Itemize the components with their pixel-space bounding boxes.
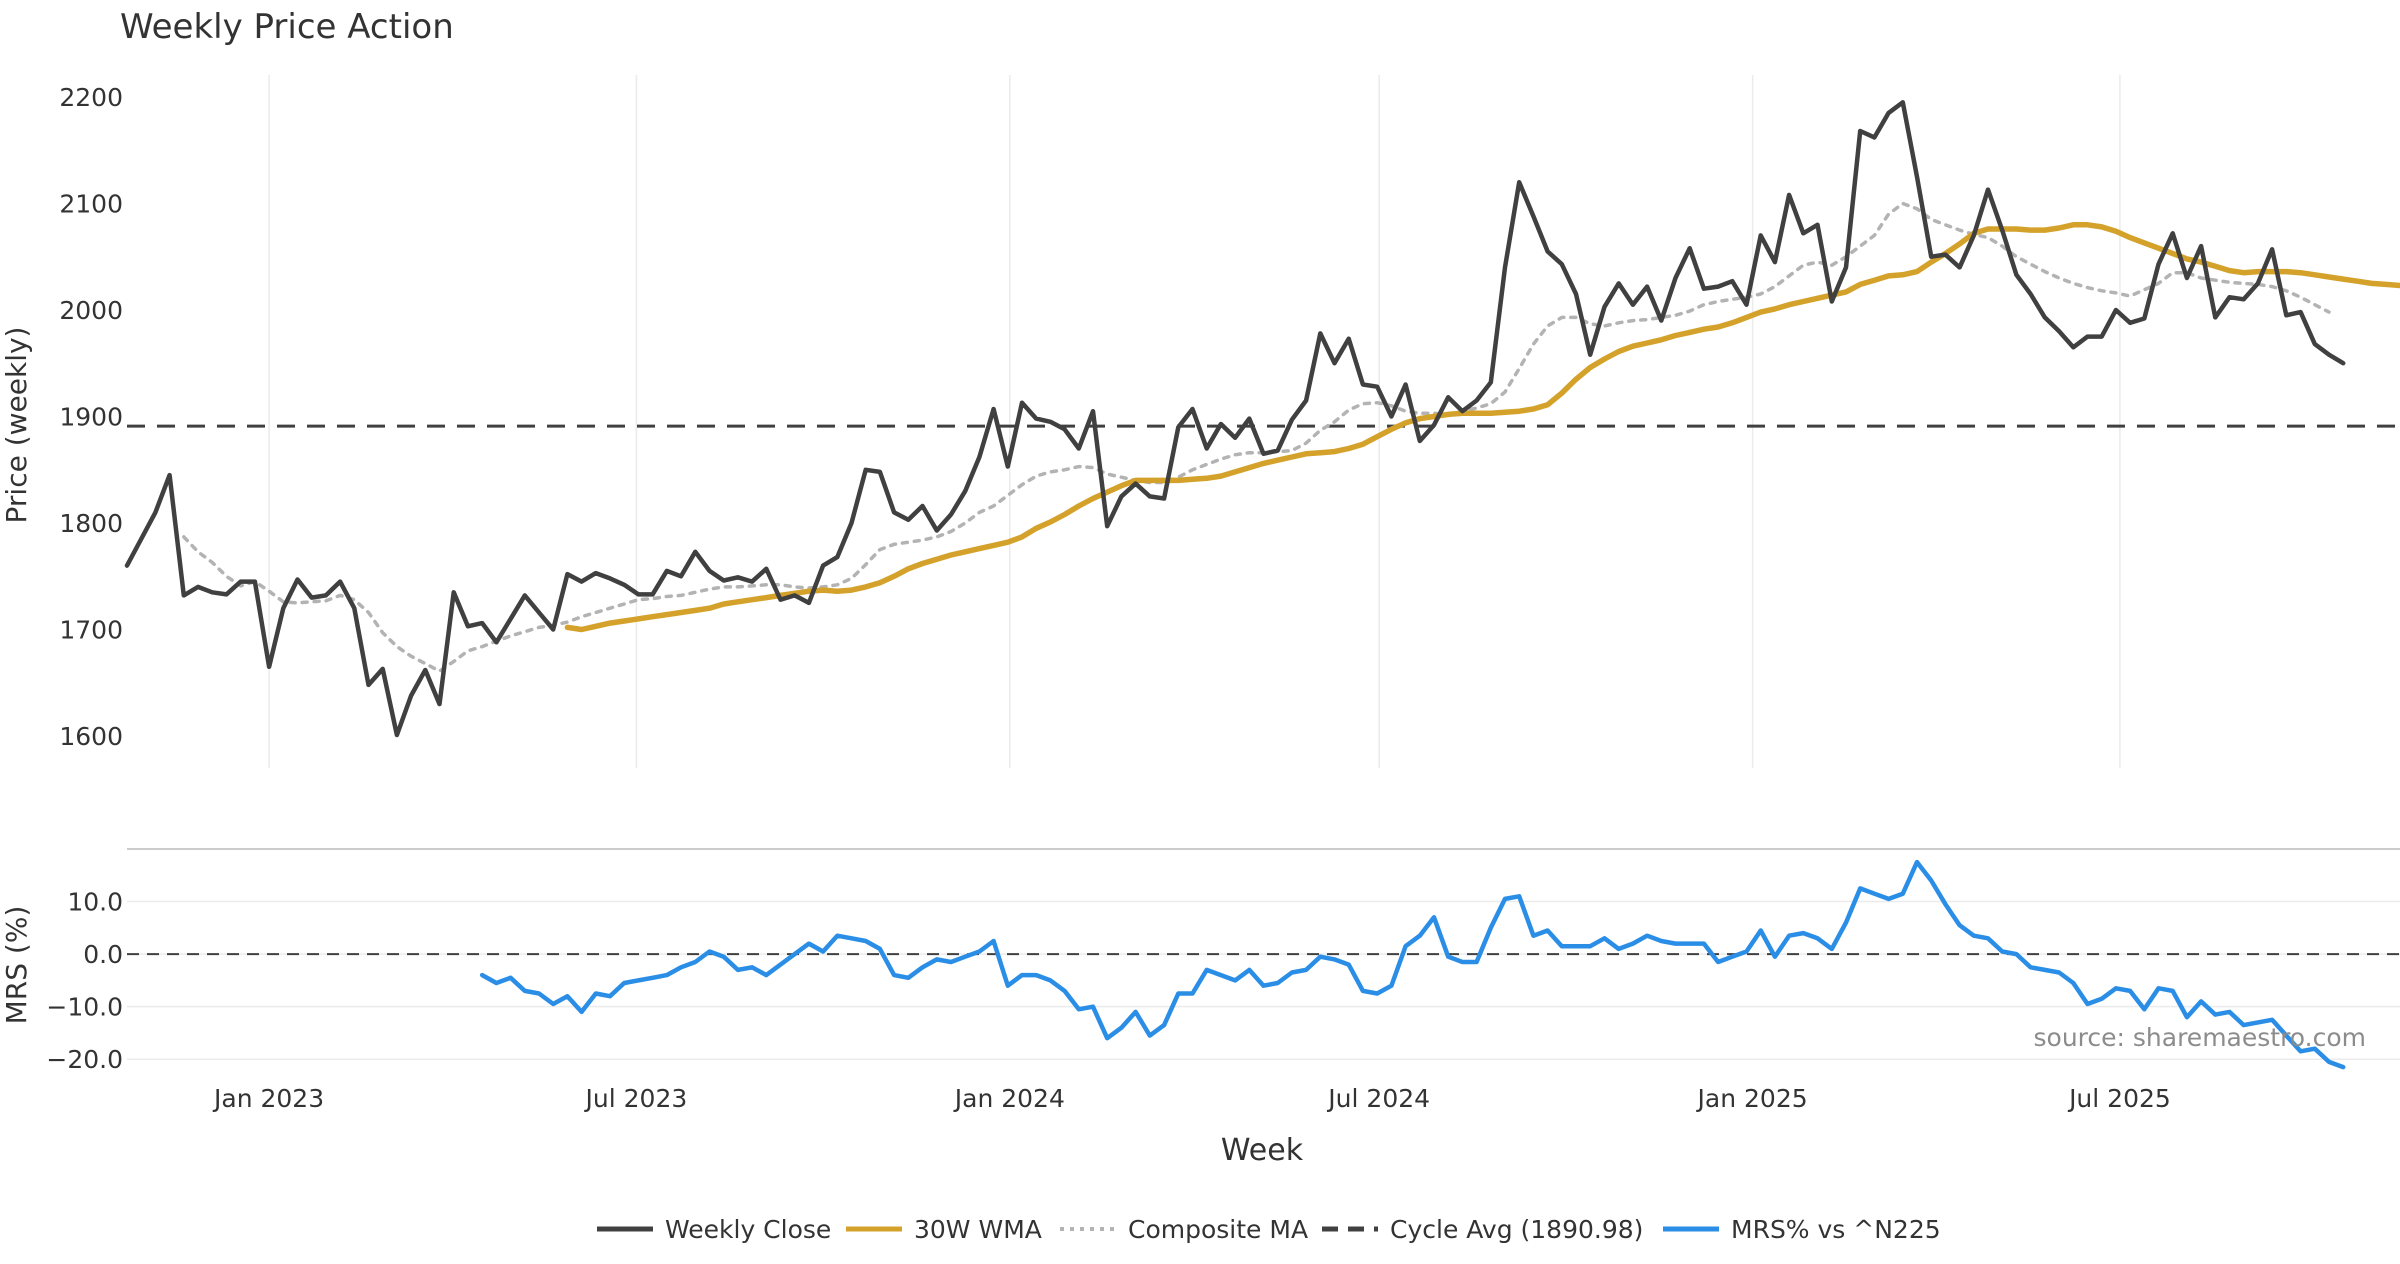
mrs-y-tick-labels: −20.0 −10.0 0.0 10.0 xyxy=(46,888,123,1075)
price-y-tick-label: 2000 xyxy=(59,296,123,325)
series-30w-wma-line xyxy=(564,222,2400,633)
chart-title: Weekly Price Action xyxy=(120,7,454,47)
price-y-tick-label: 1900 xyxy=(59,403,123,432)
price-gridlines xyxy=(268,75,2121,768)
series-mrs-vs-n225-line xyxy=(479,859,2346,1070)
x-tick-label: Jul 2023 xyxy=(584,1084,688,1113)
mrs-y-tick-label: −10.0 xyxy=(46,993,123,1022)
x-tick-label: Jan 2025 xyxy=(1696,1084,1808,1113)
x-tick-label: Jan 2024 xyxy=(953,1084,1065,1113)
legend-label: Cycle Avg (1890.98) xyxy=(1390,1215,1643,1244)
x-tick-label: Jan 2023 xyxy=(212,1084,324,1113)
legend-label: 30W WMA xyxy=(914,1215,1042,1244)
mrs-gridlines xyxy=(127,900,2400,1060)
source-text: source: sharemaestro.com xyxy=(2034,1023,2367,1052)
legend-label: MRS% vs ^N225 xyxy=(1731,1215,1941,1244)
series-layer xyxy=(124,100,2400,1070)
mrs-y-tick-label: −20.0 xyxy=(46,1045,123,1074)
x-tick-label: Jul 2025 xyxy=(2067,1084,2171,1113)
price-y-tick-label: 1700 xyxy=(59,616,123,645)
legend-label: Weekly Close xyxy=(665,1215,831,1244)
mrs-y-axis-label: MRS (%) xyxy=(0,906,33,1025)
price-y-tick-label: 2100 xyxy=(59,189,123,218)
legend-label: Composite MA xyxy=(1128,1215,1308,1244)
x-tick-label: Jul 2024 xyxy=(1326,1084,1430,1113)
x-axis-label: Week xyxy=(1221,1133,1304,1168)
price-y-axis-label: Price (weekly) xyxy=(0,327,33,524)
legend: Weekly Close 30W WMA Composite MA Cycle Avg… xyxy=(597,1215,1941,1244)
mrs-y-tick-label: 10.0 xyxy=(67,888,123,917)
mrs-y-tick-label: 0.0 xyxy=(83,940,123,969)
price-y-tick-label: 2200 xyxy=(59,83,123,112)
x-tick-labels: Jan 2023 Jul 2023 Jan 2024 Jul 2024 Jan 2025… xyxy=(212,1084,2171,1113)
series-weekly-close-line xyxy=(124,100,2346,738)
price-y-tick-labels: 1600 1700 1800 1900 2000 2100 2200 xyxy=(59,83,123,751)
price-y-tick-label: 1800 xyxy=(59,509,123,538)
price-y-tick-label: 1600 xyxy=(59,722,123,751)
